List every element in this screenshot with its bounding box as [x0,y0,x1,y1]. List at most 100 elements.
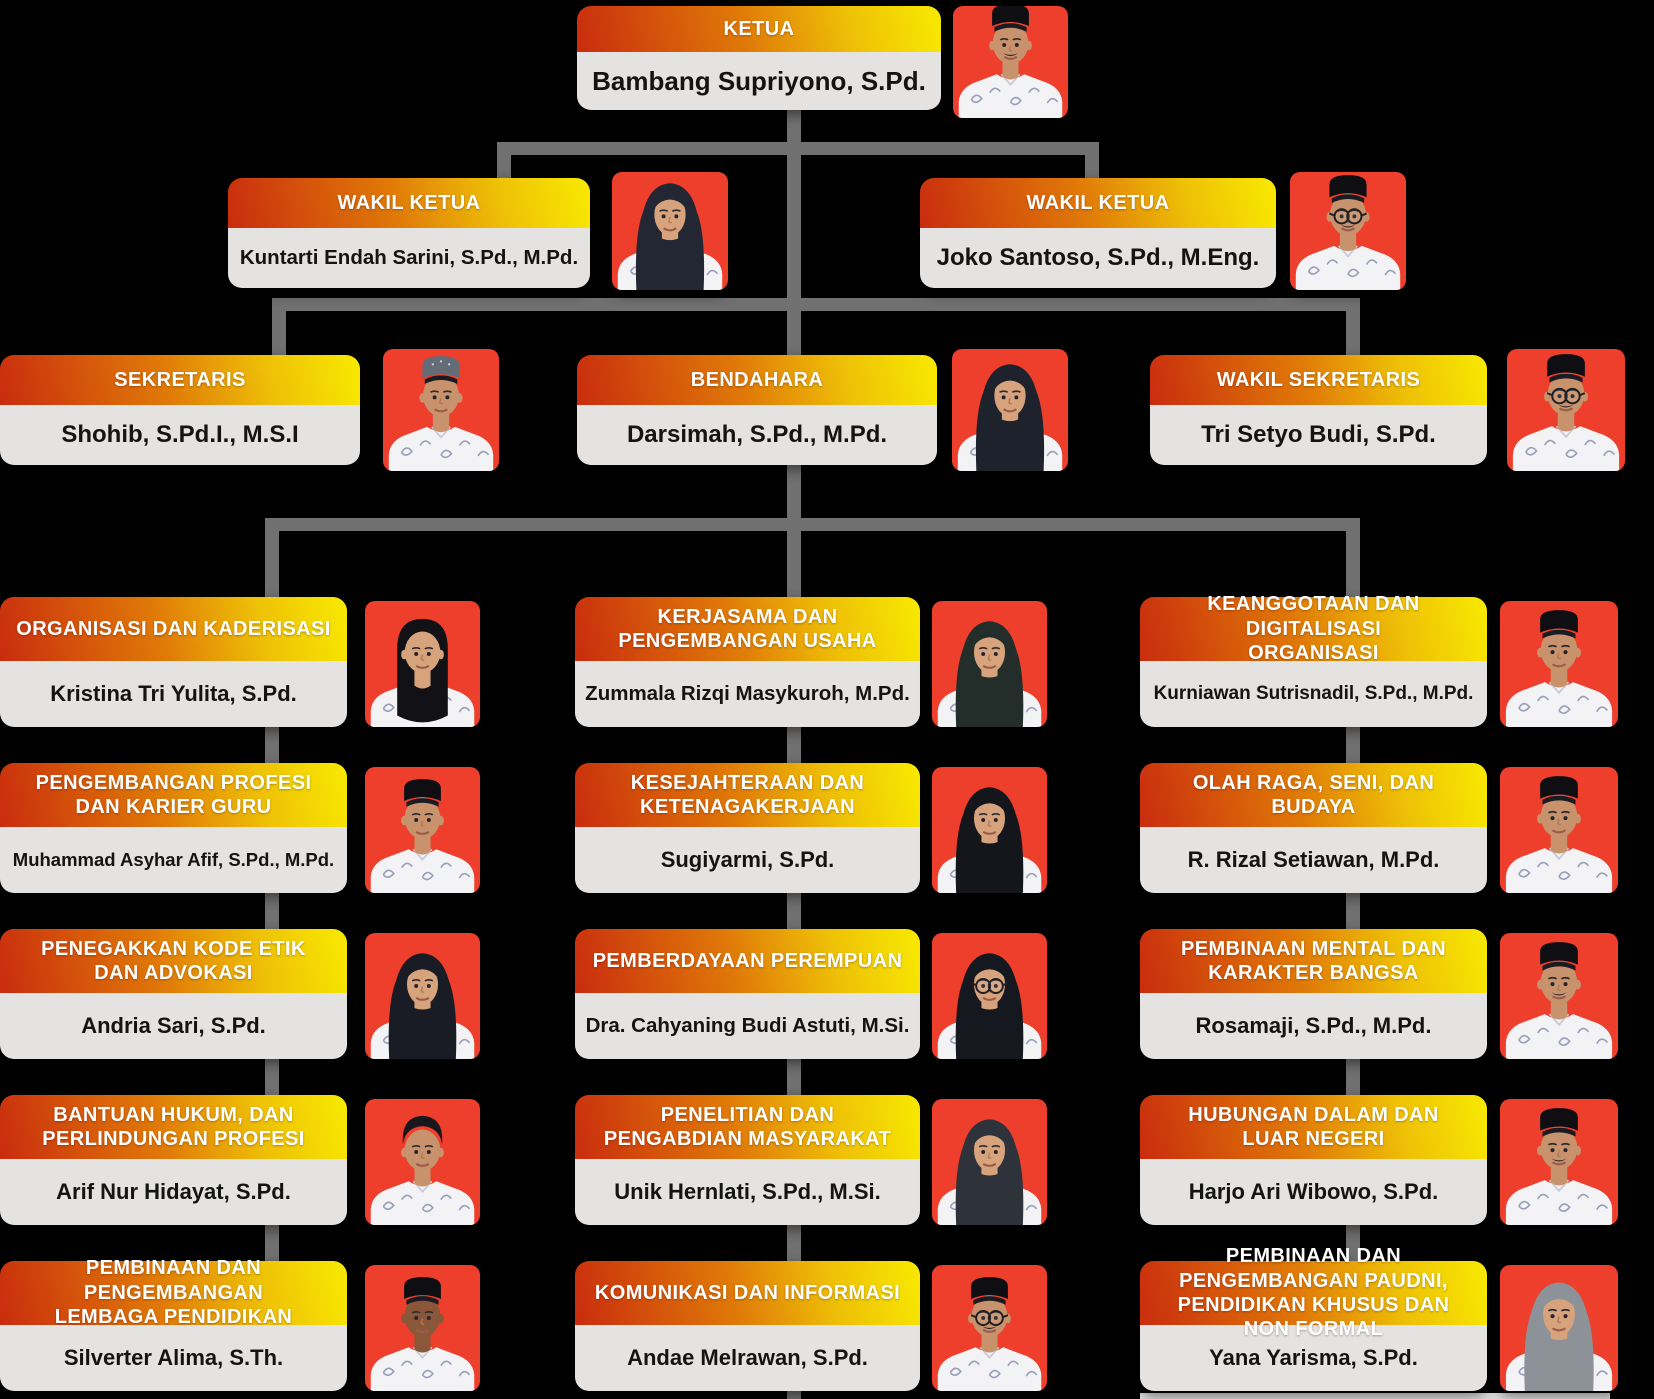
role-title: HUBUNGAN DALAM DAN LUAR NEGERI [1188,1103,1439,1150]
connector-line [272,298,1360,311]
role-title-banner: OLAH RAGA, SENI, DAN BUDAYA [1140,763,1487,827]
member-name-panel: R. Rizal Setiawan, M.Pd. [1140,827,1487,893]
role-title-banner: WAKIL KETUA [228,178,590,228]
member-photo [612,172,728,290]
member-name-panel: Muhammad Asyhar Afif, S.Pd., M.Pd. [0,827,347,893]
node-pembinaan-mental-dan-karakter-bangsa: PEMBINAAN MENTAL DAN KARAKTER BANGSA Rosa… [1140,929,1487,1059]
person-avatar-icon [1295,175,1401,290]
role-title-banner: KETUA [577,6,941,52]
member-photo [365,933,480,1059]
member-photo [1290,172,1406,290]
node-olah-raga-seni-dan-budaya: OLAH RAGA, SENI, DAN BUDAYA R. Rizal Seti… [1140,763,1487,893]
role-title: BANTUAN HUKUM, DAN PERLINDUNGAN PROFESI [42,1103,305,1150]
node-pembinaan-dan-pengembangan-paudni-pendidikan-khusus-dan-non-formal: PEMBINAAN DAN PENGEMBANGAN PAUDNI, PENDI… [1140,1245,1487,1391]
member-name-panel: Unik Hernlati, S.Pd., M.Si. [575,1159,920,1225]
role-title: ORGANISASI DAN KADERISASI [16,617,331,640]
member-photo [365,767,480,893]
role-title-banner: PEMBINAAN DAN PENGEMBANGAN LEMBAGA PENDI… [0,1257,347,1328]
member-name-panel: Andae Melrawan, S.Pd. [575,1325,920,1391]
role-title: BENDAHARA [690,368,824,391]
member-photo [1507,349,1625,471]
node-wakil-sekretaris: WAKIL SEKRETARIS Tri Setyo Budi, S.Pd. [1150,355,1487,465]
member-name: Sugiyarmi, S.Pd. [660,847,835,872]
member-name: Darsimah, S.Pd., M.Pd. [626,421,888,448]
connector-line [272,311,286,356]
member-photo [1500,1265,1618,1391]
member-name: Tri Setyo Budi, S.Pd. [1201,421,1436,448]
role-title-banner: WAKIL SEKRETARIS [1150,355,1487,405]
member-name: Arif Nur Hidayat, S.Pd. [56,1179,291,1204]
connector-line [265,893,279,929]
member-name-panel: Harjo Ari Wibowo, S.Pd. [1140,1159,1487,1225]
member-name: Yana Yarisma, S.Pd. [1209,1345,1418,1370]
node-kesejahteraan-dan-ketenagakerjaan: KESEJAHTERAAN DAN KETENAGAKERJAAN Sugiyar… [575,763,920,893]
member-name: Zummala Rizqi Masykuroh, M.Pd. [585,682,910,705]
person-avatar-icon [370,1277,475,1391]
node-wakil-ketua: WAKIL KETUA Joko Santoso, S.Pd., M.Eng. [920,178,1276,288]
member-photo [953,6,1068,118]
role-title: KERJASAMA DAN PENGEMBANGAN USAHA [618,605,877,652]
member-name-panel: Kuntarti Endah Sarini, S.Pd., M.Pd. [228,228,590,288]
person-avatar-icon [1512,354,1620,471]
role-title-banner: BENDAHARA [577,355,937,405]
connector-line [265,531,279,597]
person-avatar-icon [957,364,1063,471]
role-title: WAKIL KETUA [337,191,481,214]
member-name-panel: Andria Sari, S.Pd. [0,993,347,1059]
connector-line [787,1059,801,1095]
person-avatar-icon [370,618,475,727]
node-pengembangan-profesi-dan-karier-guru: PENGEMBANGAN PROFESI DAN KARIER GURU Muha… [0,763,347,893]
person-avatar-icon [937,1277,1042,1391]
member-name: Dra. Cahyaning Budi Astuti, M.Si. [585,1014,910,1037]
member-photo [365,1099,480,1225]
role-title-banner: KESEJAHTERAAN DAN KETENAGAKERJAAN [575,763,920,827]
member-name: Rosamaji, S.Pd., M.Pd. [1195,1013,1432,1038]
connector-line [1346,531,1360,597]
node-kerjasama-dan-pengembangan-usaha: KERJASAMA DAN PENGEMBANGAN USAHA Zummala … [575,597,920,727]
role-title: PEMBINAAN DAN PENGEMBANGAN PAUDNI, PENDI… [1177,1245,1450,1341]
node-pemberdayaan-perempuan: PEMBERDAYAAN PEREMPUAN Dra. Cahyaning Bud… [575,929,920,1059]
person-avatar-icon [958,6,1063,118]
node-hubungan-dalam-dan-luar-negeri: HUBUNGAN DALAM DAN LUAR NEGERI Harjo Ari … [1140,1095,1487,1225]
connector-line [265,518,1360,531]
role-title: PEMBERDAYAAN PEREMPUAN [592,949,903,972]
role-title-banner: PENGEMBANGAN PROFESI DAN KARIER GURU [0,763,347,827]
member-photo [932,601,1047,727]
node-penegakkan-kode-etik-dan-advokasi: PENEGAKKAN KODE ETIK DAN ADVOKASI Andria … [0,929,347,1059]
role-title: PEMBINAAN DAN PENGEMBANGAN LEMBAGA PENDI… [54,1257,293,1329]
role-title-banner: PEMBINAAN MENTAL DAN KARAKTER BANGSA [1140,929,1487,993]
member-name: R. Rizal Setiawan, M.Pd. [1187,847,1440,872]
role-title: KESEJAHTERAAN DAN KETENAGAKERJAAN [630,771,865,818]
connector-line [1346,1059,1360,1095]
member-photo [932,1265,1047,1391]
member-name-panel: Yana Yarisma, S.Pd. [1140,1325,1487,1391]
member-name-panel: Kristina Tri Yulita, S.Pd. [0,661,347,727]
person-avatar-icon [370,953,475,1059]
person-avatar-icon [937,621,1042,727]
member-name-panel: Dra. Cahyaning Budi Astuti, M.Si. [575,993,920,1059]
node-bantuan-hukum-dan-perlindungan-profesi: BANTUAN HUKUM, DAN PERLINDUNGAN PROFESI A… [0,1095,347,1225]
connector-line [265,1225,279,1261]
role-title: KETUA [723,17,795,40]
person-avatar-icon [370,779,475,893]
person-avatar-icon [617,183,723,290]
member-name: Andria Sari, S.Pd. [81,1013,266,1038]
member-name-panel: Silverter Alima, S.Th. [0,1325,347,1391]
role-title-banner: KEANGGOTAAN DAN DIGITALISASI ORGANISASI [1140,593,1487,664]
person-avatar-icon [937,787,1042,893]
node-pembinaan-dan-pengembangan-lembaga-pendidikan: PEMBINAAN DAN PENGEMBANGAN LEMBAGA PENDI… [0,1257,347,1391]
role-title-banner: BANTUAN HUKUM, DAN PERLINDUNGAN PROFESI [0,1095,347,1159]
member-name-panel: Darsimah, S.Pd., M.Pd. [577,405,937,465]
member-name: Kristina Tri Yulita, S.Pd. [50,681,297,706]
connector-line [1346,727,1360,763]
connector-line [1346,311,1360,356]
member-name-panel: Bambang Supriyono, S.Pd. [577,52,941,110]
member-photo [932,767,1047,893]
role-title: PENELITIAN DAN PENGABDIAN MASYARAKAT [603,1103,892,1150]
role-title: PENEGAKKAN KODE ETIK DAN ADVOKASI [41,937,306,984]
role-title: WAKIL KETUA [1026,191,1170,214]
role-title: PENGEMBANGAN PROFESI DAN KARIER GURU [35,771,312,818]
role-title: PEMBINAAN MENTAL DAN KARAKTER BANGSA [1180,937,1447,984]
member-photo [365,1265,480,1391]
